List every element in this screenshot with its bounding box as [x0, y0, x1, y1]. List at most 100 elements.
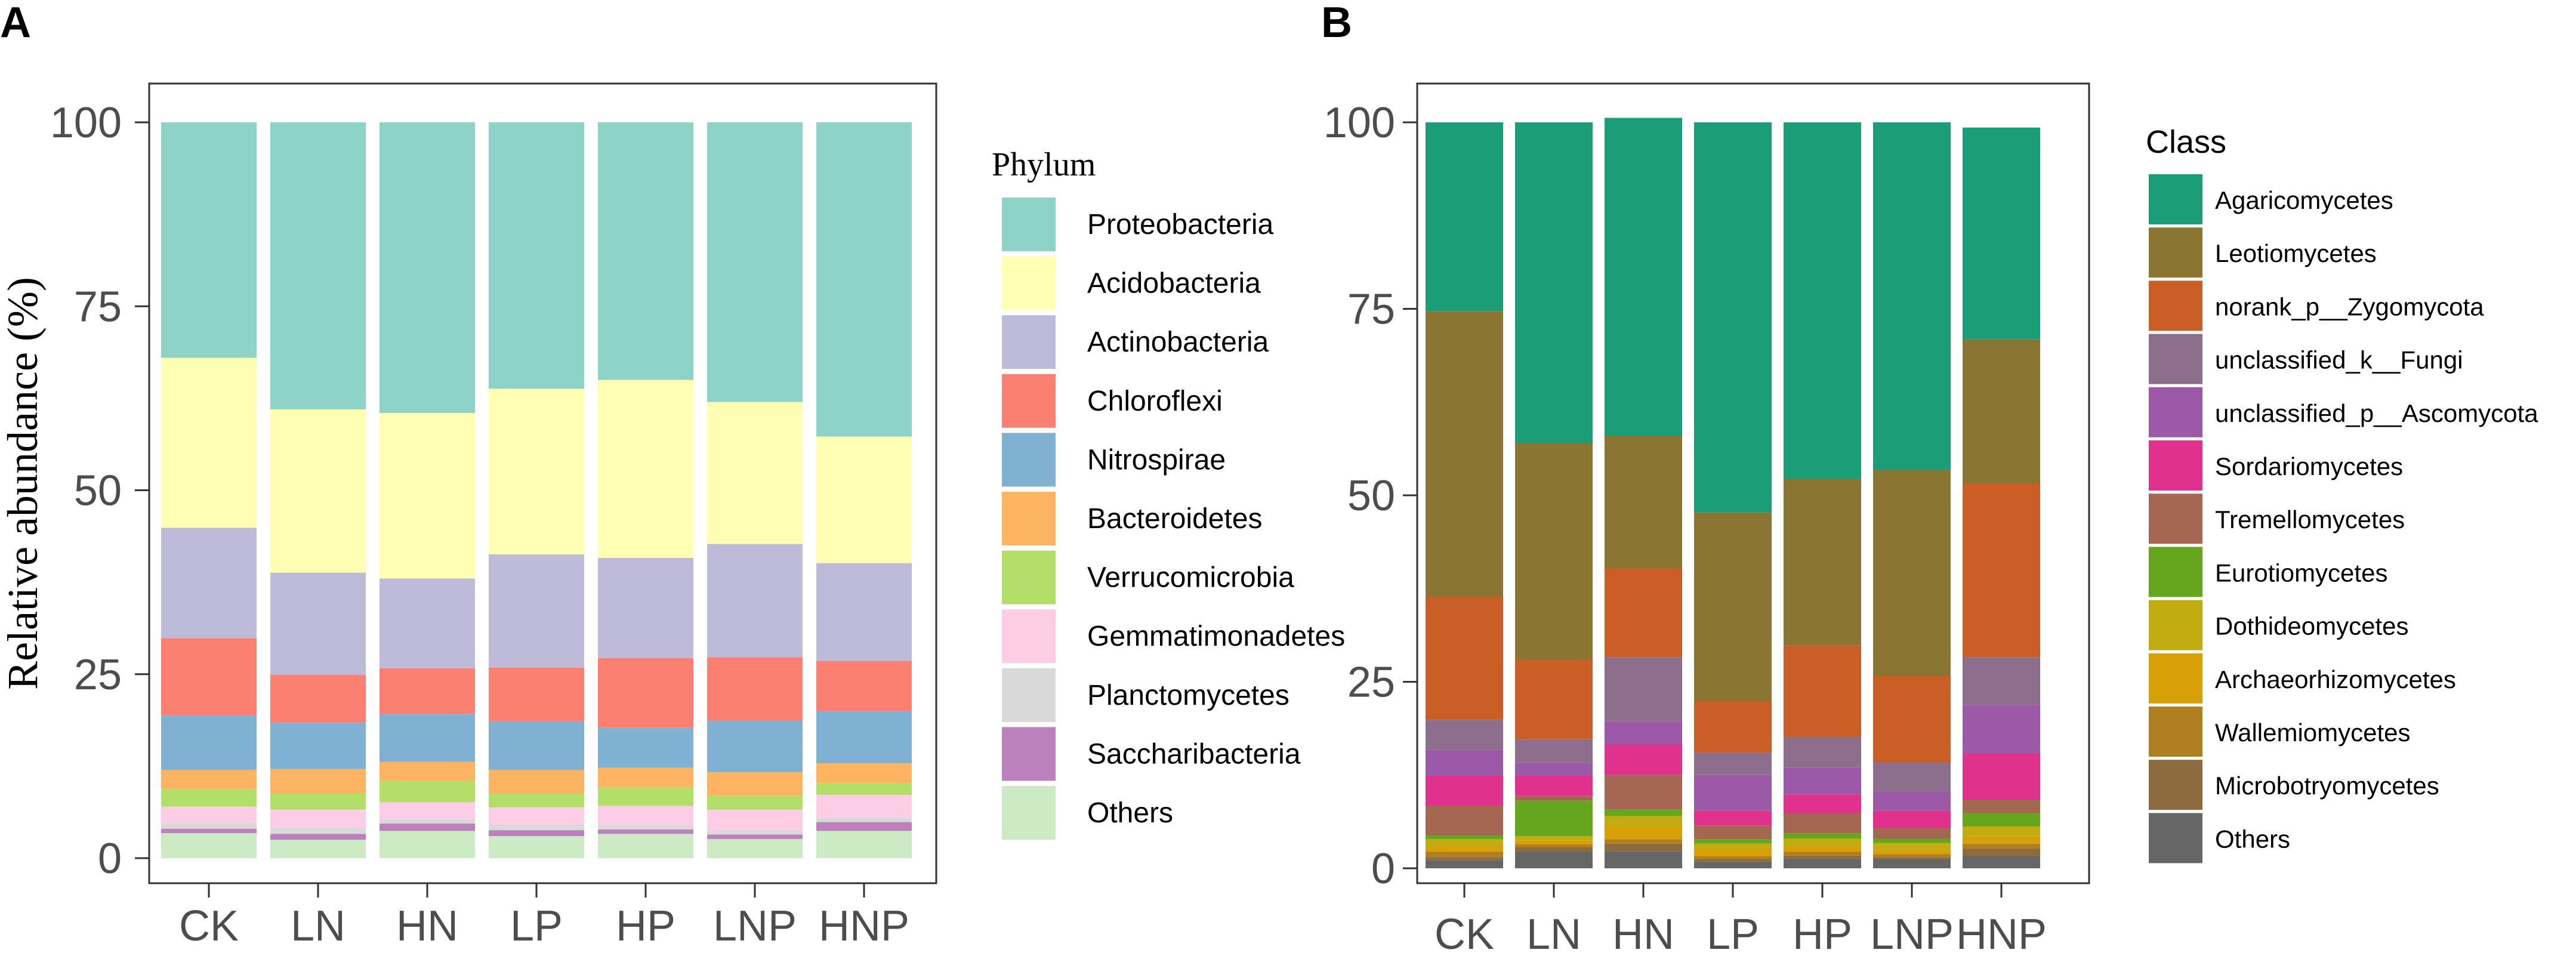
chart-a-y-tick-label-100: 100: [50, 99, 122, 147]
chart-b-legend-key-sordariomycetes: [2149, 440, 2202, 491]
chart-b-legend-key-leotiomycetes: [2149, 227, 2202, 278]
chart-b-bar-lp-agaricomycetes: [1694, 122, 1772, 513]
chart-b-x-tick-label-hp: HP: [1793, 911, 1852, 958]
chart-a-bar-ck-actinobacteria: [161, 528, 257, 639]
chart-b-bar-lnp-archaeorhizomycetes: [1873, 849, 1951, 855]
chart-a-legend: Phylum Proteobacteria Acidobacteria Actino…: [992, 146, 1345, 840]
chart-a-x-tick-label-lp: LP: [510, 902, 563, 950]
chart-b-legend-key-microbotryomycetes: [2149, 760, 2202, 810]
chart-b-bar-ln-sordariomycetes: [1515, 776, 1593, 796]
chart-b-bar-hnp-tremellomycetes: [1963, 800, 2040, 813]
chart-a-x-tick-label-lnp: LNP: [713, 902, 797, 950]
chart-b-legend-key-unclassified-k-fungi: [2149, 334, 2202, 384]
chart-a-bar-ck-verrucomicrobia: [161, 789, 257, 807]
chart-b-legend-label-archaeorhizomycetes: Archaeorhizomycetes: [2215, 665, 2456, 693]
chart-b-bar-hp-microbotryomycetes: [1784, 855, 1861, 859]
chart-a-y-axis-title: Relative abundance (%): [0, 277, 47, 690]
chart-a-bar-lnp-acidobacteria: [707, 402, 803, 544]
chart-b-bar-hp-unclassified-k-fungi: [1784, 737, 1861, 768]
chart-a-bar-hp-acidobacteria: [598, 380, 693, 558]
chart-b-bars: [1426, 118, 2040, 868]
chart-b-bar-ln-dothideomycetes: [1515, 836, 1593, 841]
chart-b-legend-label-tremellomycetes: Tremellomycetes: [2215, 505, 2405, 534]
chart-b-bar-hp-agaricomycetes: [1784, 122, 1861, 479]
chart-b-bar-hnp-archaeorhizomycetes: [1963, 836, 2040, 844]
chart-b-x-tick-label-ck: CK: [1434, 911, 1494, 958]
chart-b-bar-ck-norank-p-zygomycota: [1426, 597, 1503, 720]
chart-a-legend-key-chloroflexi: [1002, 374, 1056, 428]
chart-a-bar-lp-actinobacteria: [489, 554, 584, 668]
chart-a-legend-title: Phylum: [992, 146, 1096, 183]
chart-b-bar-ck-wallemiomycetes: [1426, 852, 1503, 858]
chart-a-bar-ln-others: [270, 840, 366, 858]
chart-a-bar-hn-nitrospirae: [380, 714, 475, 762]
chart-b-bar-ck-unclassified-p-ascomycota: [1426, 750, 1503, 776]
chart-b-bar-hn-tremellomycetes: [1605, 775, 1682, 810]
chart-b-bar-ln-wallemiomycetes: [1515, 844, 1593, 847]
chart-b-bar-ck-others: [1426, 860, 1503, 868]
chart-a-bar-hn-verrucomicrobia: [380, 781, 475, 803]
chart-a-y-tick-label-0: 0: [98, 835, 122, 883]
chart-b-legend-key-agaricomycetes: [2149, 174, 2202, 224]
chart-b-bar-hn-microbotryomycetes: [1605, 843, 1682, 852]
chart-b-bar-ln-others: [1515, 852, 1593, 868]
chart-b-bar-lp-unclassified-p-ascomycota: [1694, 775, 1772, 811]
chart-a-bar-ln-gemmatimonadetes: [270, 809, 366, 828]
panel-b-letter: B: [1321, 0, 1352, 47]
chart-a-bar-hnp-verrucomicrobia: [816, 783, 912, 795]
chart-a-bar-ln-proteobacteria: [270, 122, 366, 409]
chart-a-bar-hn-others: [380, 831, 475, 858]
chart-a-bar-ln-acidobacteria: [270, 409, 366, 573]
chart-b-bar-hnp-eurotiomycetes: [1963, 813, 2040, 827]
chart-b-bar-hn-agaricomycetes: [1605, 118, 1682, 436]
chart-b-bar-lp-archaeorhizomycetes: [1694, 849, 1772, 856]
chart-b-legend-label-leotiomycetes: Leotiomycetes: [2215, 239, 2377, 267]
chart-b-bar-hnp-dothideomycetes: [1963, 827, 2040, 837]
chart-a-legend-label-nitrospirae: Nitrospirae: [1087, 444, 1226, 476]
chart-a-legend-label-bacteroidetes: Bacteroidetes: [1087, 503, 1263, 535]
chart-b-bar-ln-leotiomycetes: [1515, 443, 1593, 659]
chart-b-bar-lp-microbotryomycetes: [1694, 859, 1772, 862]
chart-a-bar-ln-chloroflexi: [270, 674, 366, 723]
chart-a-bar-hp-proteobacteria: [598, 122, 693, 380]
chart-b-bar-lp-leotiomycetes: [1694, 512, 1772, 701]
chart-a-bar-ln-bacteroidetes: [270, 769, 366, 794]
chart-b-bar-ck-microbotryomycetes: [1426, 857, 1503, 861]
chart-b-legend-key-archaeorhizomycetes: [2149, 653, 2202, 704]
chart-b-bar-hn-archaeorhizomycetes: [1605, 827, 1682, 840]
chart-a-bar-lp-gemmatimonadetes: [489, 807, 584, 825]
chart-a-legend-label-chloroflexi: Chloroflexi: [1087, 386, 1223, 417]
chart-b-legend-label-unclassified-k-fungi: unclassified_k__Fungi: [2215, 346, 2463, 374]
chart-a-bar-ln-actinobacteria: [270, 572, 366, 675]
chart-b-bar-ln-unclassified-p-ascomycota: [1515, 763, 1593, 776]
chart-a-legend-key-others: [1002, 786, 1056, 840]
chart-a-bar-hnp-gemmatimonadetes: [816, 794, 912, 818]
chart-a-bar-lnp-verrucomicrobia: [707, 795, 803, 810]
chart-b-legend-label-dothideomycetes: Dothideomycetes: [2215, 612, 2409, 640]
chart-b-bar-hp-leotiomycetes: [1784, 479, 1861, 646]
chart-a-bar-ck-bacteroidetes: [161, 770, 257, 790]
chart-b-bar-lp-wallemiomycetes: [1694, 856, 1772, 859]
chart-b-x-axis: CK LN HN LP HP LNP HNP: [1434, 883, 2047, 958]
chart-b-legend-key-eurotiomycetes: [2149, 547, 2202, 597]
chart-a-legend-key-nitrospirae: [1002, 433, 1056, 487]
chart-b-bar-ln-eurotiomycetes: [1515, 800, 1593, 837]
chart-a-bar-ln-nitrospirae: [270, 723, 366, 769]
chart-b-bar-hn-sordariomycetes: [1605, 744, 1682, 775]
chart-a-legend-key-saccharibacteria: [1002, 727, 1056, 781]
chart-a-y-tick-label-50: 50: [74, 467, 122, 515]
chart-b-bar-hp-archaeorhizomycetes: [1784, 846, 1861, 852]
chart-a-bar-lnp-proteobacteria: [707, 122, 803, 402]
chart-a-bar-lnp-bacteroidetes: [707, 772, 803, 796]
chart-a-legend-label-saccharibacteria: Saccharibacteria: [1087, 738, 1301, 770]
chart-a-bar-ln-verrucomicrobia: [270, 793, 366, 810]
chart-b-bar-hn-norank-p-zygomycota: [1605, 568, 1682, 658]
chart-b-bar-ln-microbotryomycetes: [1515, 847, 1593, 852]
chart-a-bar-lnp-planctomycetes: [707, 830, 803, 835]
chart-a-bar-hn-gemmatimonadetes: [380, 802, 475, 819]
chart-a-legend-key-verrucomicrobia: [1002, 550, 1056, 605]
chart-a-bar-lnp-others: [707, 838, 803, 858]
chart-a-bar-hnp-proteobacteria: [816, 122, 912, 437]
chart-a-legend-label-acidobacteria: Acidobacteria: [1087, 268, 1261, 300]
